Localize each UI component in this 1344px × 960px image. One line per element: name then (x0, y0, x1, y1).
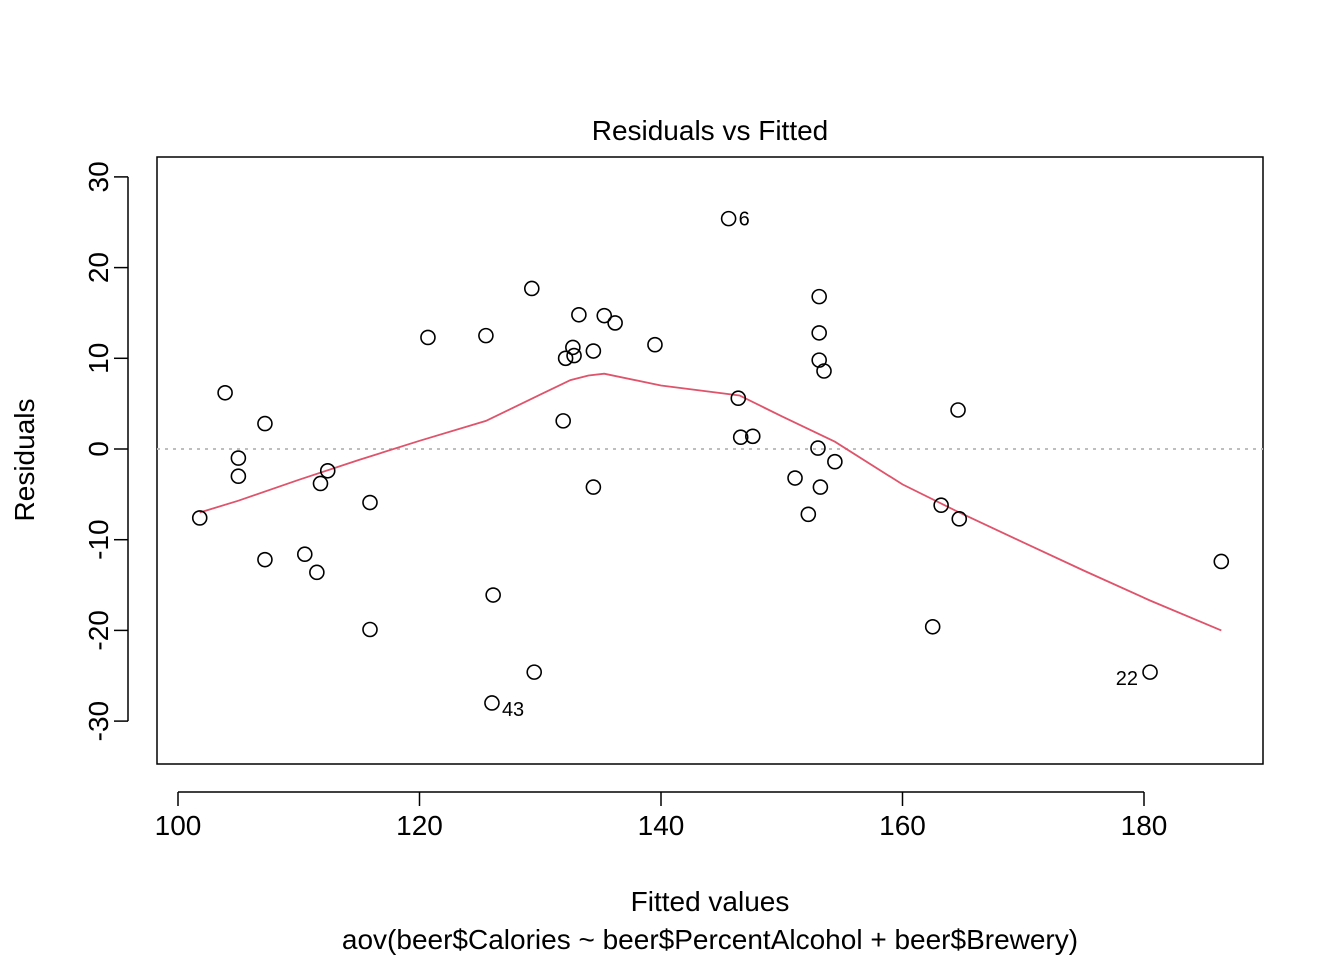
residual-point (811, 288, 827, 305)
residual-point (257, 415, 273, 432)
residual-point (585, 343, 602, 359)
residual-point (811, 352, 827, 368)
residual-point (319, 462, 336, 479)
x-tick-label: 100 (155, 810, 202, 841)
residual-point (230, 450, 247, 466)
chart-title: Residuals vs Fitted (592, 115, 829, 146)
residual-point (950, 402, 966, 418)
residual-point (257, 551, 273, 568)
residual-point (800, 506, 817, 523)
residual-point (812, 479, 829, 495)
x-tick-label: 120 (396, 810, 443, 841)
residual-point (191, 510, 208, 526)
residual-point (787, 470, 803, 486)
residual-point (951, 511, 968, 527)
residual-point (1142, 664, 1158, 680)
residual-point (523, 280, 540, 297)
x-tick-label: 160 (879, 810, 926, 841)
x-axis-sublabel: aov(beer$Calories ~ beer$PercentAlcohol … (342, 924, 1078, 955)
residual-point (420, 329, 436, 346)
y-tick-label: 10 (83, 343, 114, 374)
x-axis: 100 120 140 160 180 (155, 791, 1168, 841)
residual-point (571, 306, 587, 323)
residual-point (565, 339, 581, 356)
residual-point (230, 468, 247, 485)
residual-point (827, 453, 843, 470)
residual-point (811, 325, 827, 341)
y-tick-label: -30 (83, 701, 114, 741)
residual-point (933, 497, 949, 514)
y-tick-label: 30 (83, 161, 114, 192)
y-tick-label: 0 (83, 441, 114, 457)
residual-point (555, 413, 571, 429)
residual-point (217, 384, 233, 401)
point-labels-layer: 43 6 22 (502, 209, 1138, 721)
residual-point (1213, 553, 1230, 570)
x-tick-label: 180 (1121, 810, 1168, 841)
residual-point (362, 621, 378, 638)
x-tick-label: 140 (638, 810, 685, 841)
point-id-label: 22 (1116, 668, 1138, 690)
loess-smoother-line (199, 372, 1222, 632)
y-tick-label: -10 (83, 519, 114, 559)
residual-point (309, 564, 325, 581)
residual-point (485, 587, 501, 603)
residual-point (557, 350, 574, 367)
residual-point (484, 695, 500, 711)
y-axis-label: Residuals (9, 399, 40, 522)
smoother-layer (199, 372, 1222, 632)
points-layer (191, 210, 1230, 711)
residual-point (810, 440, 826, 456)
residual-point (816, 363, 832, 379)
residual-point (730, 390, 747, 407)
point-id-label: 43 (502, 699, 524, 721)
residual-point (720, 210, 737, 227)
residual-point (526, 664, 543, 680)
residual-point (296, 546, 313, 563)
residual-point (362, 494, 378, 511)
y-tick-label: -20 (83, 610, 114, 650)
residual-point (566, 347, 582, 364)
residual-point (744, 428, 761, 445)
residual-point (647, 336, 663, 353)
y-tick-label: 20 (83, 252, 114, 283)
y-axis: -30 -20 -10 0 10 20 30 (83, 161, 129, 741)
residual-point (312, 475, 329, 492)
plot-frame (156, 156, 1264, 765)
x-axis-label: Fitted values (631, 886, 790, 917)
residual-point (585, 479, 602, 495)
residual-point (924, 618, 941, 635)
residual-point (607, 315, 623, 331)
residual-point (596, 307, 613, 324)
point-id-label: 6 (739, 209, 750, 231)
residual-point (732, 429, 749, 446)
residual-point (478, 327, 494, 344)
